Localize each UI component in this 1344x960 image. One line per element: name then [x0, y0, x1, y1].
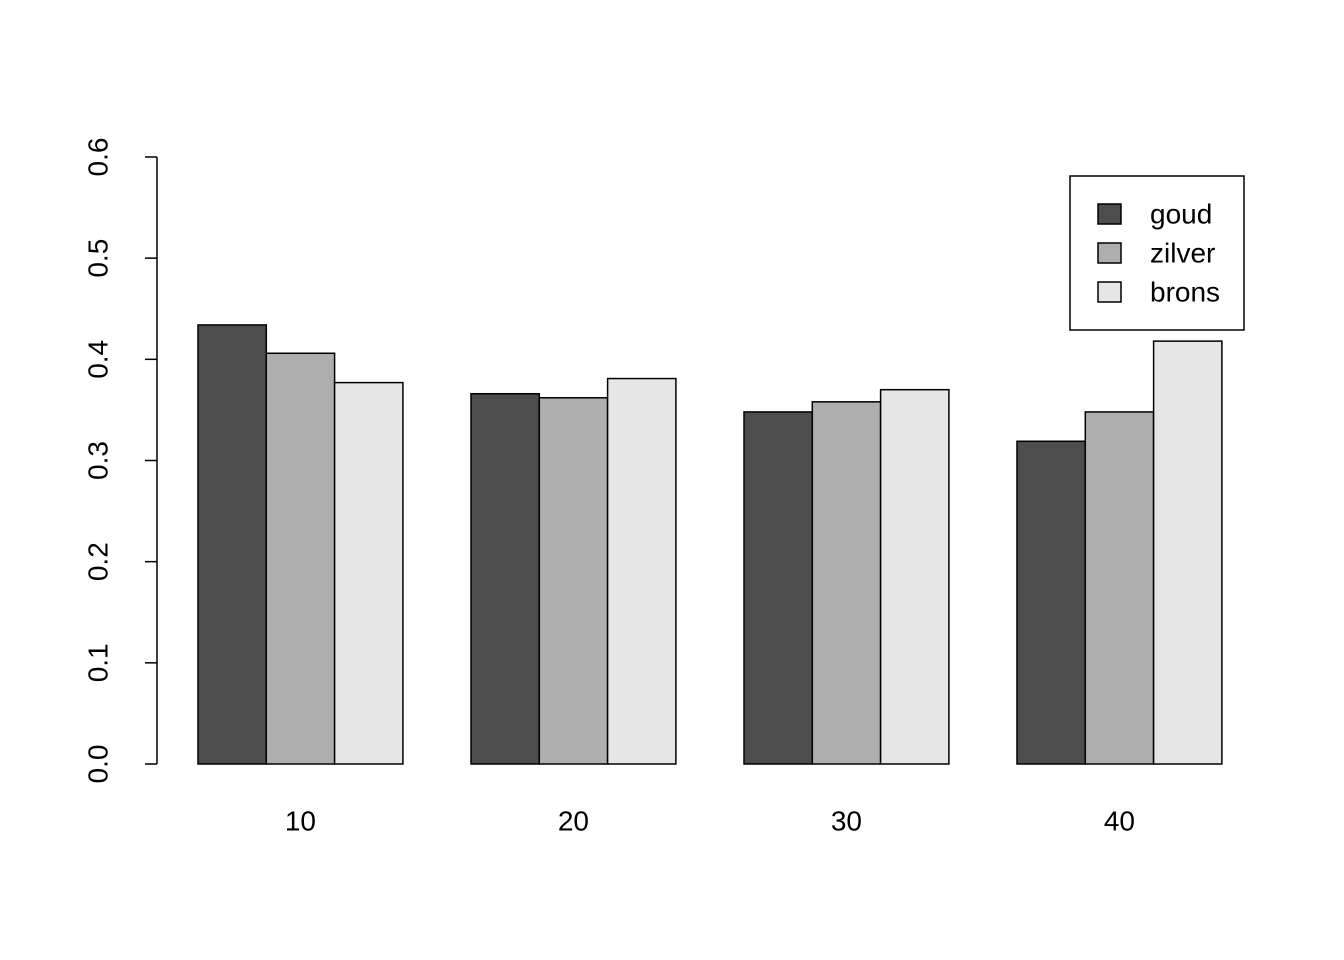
bar	[538, 397, 609, 765]
bar	[879, 388, 950, 765]
y-tick-label: 0.1	[82, 643, 113, 682]
bar	[1016, 440, 1087, 765]
legend-label: brons	[1150, 276, 1220, 307]
y-tick-label: 0.0	[82, 745, 113, 784]
legend-label: zilver	[1150, 237, 1215, 268]
y-tick-label: 0.5	[82, 239, 113, 278]
bar	[1152, 340, 1223, 765]
bar	[333, 381, 404, 765]
legend-swatch	[1097, 203, 1122, 225]
bar	[743, 411, 814, 765]
bar	[265, 352, 336, 765]
bar	[197, 324, 268, 765]
legend-swatch	[1097, 242, 1122, 264]
x-tick-label: 20	[558, 805, 589, 836]
legend-swatch	[1097, 281, 1122, 303]
y-tick-label: 0.2	[82, 542, 113, 581]
x-tick-label: 30	[831, 805, 862, 836]
legend-label: goud	[1150, 198, 1212, 229]
x-tick-label: 10	[285, 805, 316, 836]
bar	[1084, 411, 1155, 765]
x-tick-label: 40	[1104, 805, 1135, 836]
y-tick-label: 0.4	[82, 340, 113, 379]
bar	[606, 377, 677, 765]
y-tick-label: 0.3	[82, 441, 113, 480]
bar	[470, 392, 541, 765]
bar	[811, 401, 882, 765]
y-tick-label: 0.6	[82, 138, 113, 177]
